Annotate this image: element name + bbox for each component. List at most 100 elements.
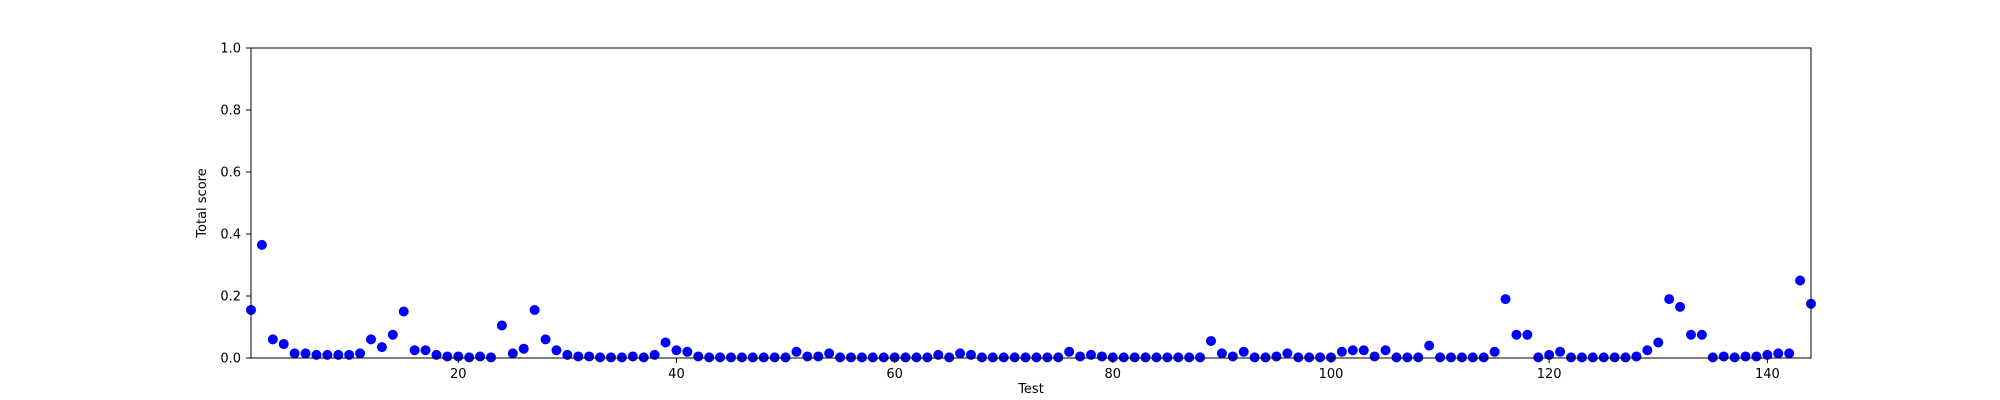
data-point	[660, 337, 671, 348]
data-point	[606, 352, 616, 363]
data-point	[715, 352, 726, 363]
data-point	[955, 348, 966, 359]
x-axis-label: Test	[1017, 382, 1044, 397]
data-point	[1642, 345, 1653, 356]
data-point	[1675, 301, 1686, 312]
data-point	[1740, 351, 1751, 362]
data-point	[736, 352, 747, 363]
data-point	[1707, 352, 1718, 363]
data-point	[540, 334, 551, 345]
data-point	[1609, 352, 1620, 363]
data-point	[1664, 294, 1675, 305]
data-point	[627, 351, 638, 362]
data-point	[289, 348, 300, 359]
data-point	[780, 352, 791, 363]
x-tick-label: 140	[1755, 367, 1780, 382]
data-point	[1402, 352, 1413, 363]
y-tick-label: 1.0	[220, 42, 241, 57]
data-point	[278, 339, 289, 350]
data-point	[267, 334, 278, 345]
data-point	[311, 349, 322, 360]
data-point	[1020, 352, 1031, 363]
data-point	[824, 348, 835, 359]
data-point	[922, 352, 933, 363]
y-tick-label: 0.0	[220, 352, 241, 367]
data-point	[1162, 352, 1173, 363]
data-point	[1380, 345, 1391, 356]
data-point	[1042, 352, 1053, 363]
data-point	[966, 349, 976, 360]
data-point	[496, 320, 507, 331]
data-point	[1576, 352, 1587, 363]
data-point	[1260, 352, 1271, 363]
data-point	[1304, 352, 1315, 363]
data-point	[420, 345, 431, 356]
data-point	[878, 352, 889, 363]
data-point	[1511, 329, 1522, 340]
data-point	[1555, 346, 1566, 357]
data-point	[704, 352, 715, 363]
data-point	[856, 352, 867, 363]
data-point	[1053, 352, 1064, 363]
data-point	[256, 239, 267, 250]
data-point	[1773, 348, 1784, 359]
data-point	[867, 352, 878, 363]
data-point	[835, 352, 846, 363]
y-axis-ticks: 0.0 0.2 0.4 0.6 0.8 1.0	[220, 42, 251, 367]
y-tick-label: 0.6	[220, 166, 241, 181]
data-point	[1009, 352, 1020, 363]
data-point	[987, 352, 998, 363]
data-point	[1031, 352, 1042, 363]
data-point	[344, 349, 355, 360]
data-point	[584, 351, 595, 362]
data-point	[1173, 352, 1184, 363]
data-point	[933, 349, 944, 360]
data-point	[1653, 337, 1664, 348]
data-point	[1729, 352, 1740, 363]
data-point	[1391, 352, 1402, 363]
data-point	[1620, 352, 1631, 363]
x-tick-label: 120	[1537, 367, 1562, 382]
data-point	[398, 306, 409, 317]
data-point	[1435, 352, 1446, 363]
data-points	[246, 239, 1816, 363]
data-point	[616, 352, 627, 363]
data-point	[1566, 352, 1576, 363]
data-point	[889, 352, 900, 363]
data-point	[1413, 352, 1424, 363]
data-point	[409, 345, 420, 356]
x-tick-label: 60	[886, 367, 903, 382]
data-point	[1751, 351, 1762, 362]
data-point	[551, 345, 562, 356]
data-point	[1315, 352, 1326, 363]
data-point	[453, 351, 464, 362]
data-point	[900, 352, 911, 363]
data-point	[1107, 352, 1118, 363]
data-point	[442, 351, 453, 362]
data-point	[1129, 352, 1140, 363]
data-point	[846, 352, 856, 363]
y-tick-label: 0.8	[220, 104, 241, 119]
data-point	[1631, 351, 1642, 362]
data-point	[802, 351, 813, 362]
data-point	[1696, 329, 1707, 340]
data-point	[638, 352, 649, 363]
data-point	[1075, 351, 1086, 362]
data-point	[1522, 329, 1533, 340]
x-tick-label: 80	[1105, 367, 1122, 382]
data-point	[726, 352, 736, 363]
data-point	[1686, 329, 1696, 340]
data-point	[562, 349, 573, 360]
data-point	[322, 349, 333, 360]
data-point	[1456, 352, 1467, 363]
data-point	[1358, 345, 1369, 356]
data-point	[518, 343, 529, 354]
data-point	[1336, 346, 1347, 357]
data-point	[573, 351, 584, 362]
data-point	[758, 352, 769, 363]
data-point	[1184, 352, 1195, 363]
data-point	[595, 352, 606, 363]
plot-frame	[250, 47, 1812, 359]
data-point	[1762, 349, 1773, 360]
data-point	[464, 352, 475, 363]
